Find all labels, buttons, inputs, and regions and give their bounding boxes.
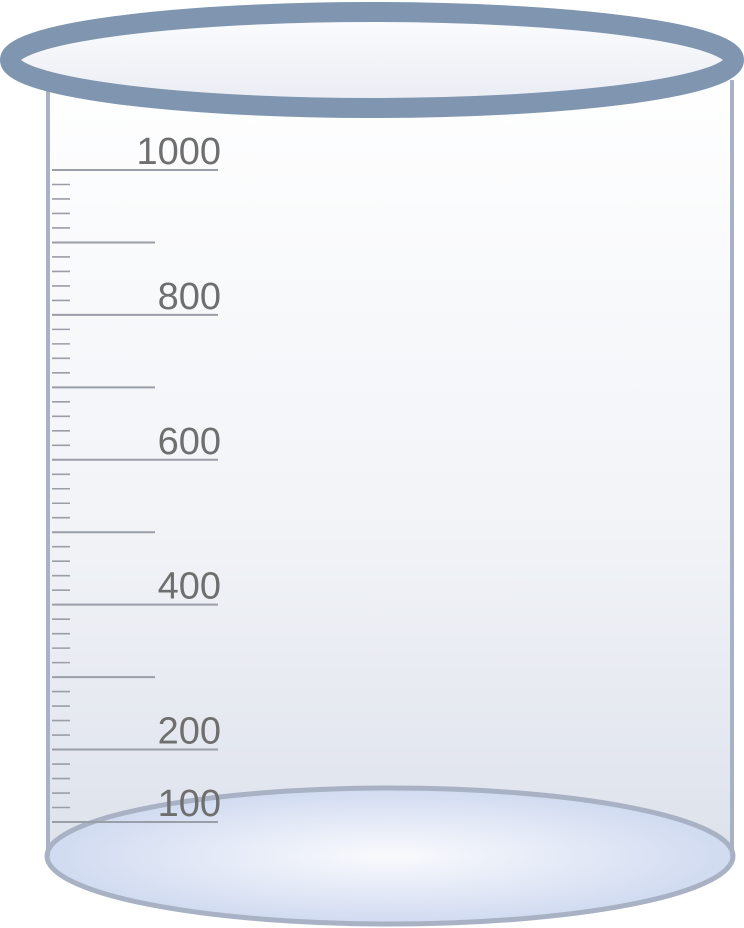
graduation-label-1000: 1000 [136, 131, 221, 173]
graduation-marks [52, 169, 218, 823]
beaker-rim [0, 2, 744, 118]
graduation-label-200: 200 [158, 711, 221, 753]
graduation-label-100: 100 [158, 783, 221, 825]
graduation-label-600: 600 [158, 421, 221, 463]
graduation-label-400: 400 [158, 566, 221, 608]
beaker-opening [14, 16, 730, 104]
beaker-base [44, 785, 736, 927]
graduation-label-800: 800 [158, 276, 221, 318]
graduation-labels: 1000 800 600 400 200 100 [136, 131, 221, 825]
beaker-body [48, 58, 732, 924]
